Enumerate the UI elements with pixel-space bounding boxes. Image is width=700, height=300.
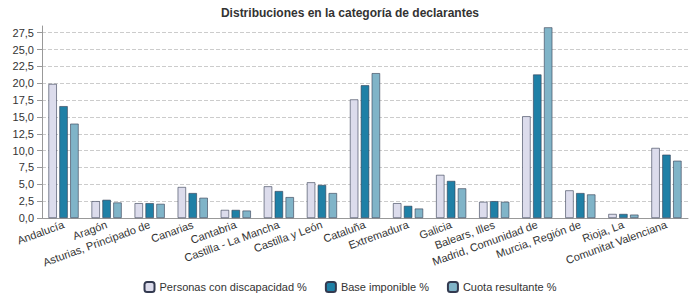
svg-text:17,5: 17,5 xyxy=(13,94,34,106)
svg-text:Balears, Illes: Balears, Illes xyxy=(433,218,497,252)
svg-text:5,0: 5,0 xyxy=(19,178,34,190)
svg-text:Madrid, Comunidad de: Madrid, Comunidad de xyxy=(430,218,540,268)
svg-text:Canarias: Canarias xyxy=(149,218,195,244)
svg-text:27,5: 27,5 xyxy=(13,27,34,39)
svg-text:Cantabria: Cantabria xyxy=(188,218,238,246)
svg-text:20,0: 20,0 xyxy=(13,77,34,89)
svg-text:22,5: 22,5 xyxy=(13,60,34,72)
svg-text:Castilla - La Mancha: Castilla - La Mancha xyxy=(182,218,281,264)
svg-text:Base imponible %: Base imponible % xyxy=(341,281,429,293)
svg-text:Asturias, Principado de: Asturias, Principado de xyxy=(41,218,151,268)
svg-text:15,0: 15,0 xyxy=(13,111,34,123)
svg-text:2,5: 2,5 xyxy=(19,195,34,207)
svg-text:Extremadura: Extremadura xyxy=(347,218,411,251)
svg-text:Murcia, Región de: Murcia, Región de xyxy=(494,218,583,261)
svg-text:0,0: 0,0 xyxy=(19,212,34,224)
svg-text:Comunitat Valenciana: Comunitat Valenciana xyxy=(564,218,669,266)
svg-text:10,0: 10,0 xyxy=(13,145,34,157)
svg-text:Distribuciones en la categoría: Distribuciones en la categoría de declar… xyxy=(221,6,479,20)
svg-text:Castilla y León: Castilla y León xyxy=(252,218,324,254)
svg-text:7,5: 7,5 xyxy=(19,161,34,173)
svg-text:Aragón: Aragón xyxy=(71,218,109,242)
svg-text:Andalucía: Andalucía xyxy=(15,218,66,246)
svg-text:Cataluña: Cataluña xyxy=(321,218,368,245)
svg-text:Galicia: Galicia xyxy=(417,218,454,242)
svg-text:12,5: 12,5 xyxy=(13,128,34,140)
svg-text:Rioja, La: Rioja, La xyxy=(580,218,626,245)
svg-text:Personas con discapacidad %: Personas con discapacidad % xyxy=(160,281,308,293)
svg-text:Cuota resultante %: Cuota resultante % xyxy=(463,281,557,293)
svg-text:25,0: 25,0 xyxy=(13,44,34,56)
